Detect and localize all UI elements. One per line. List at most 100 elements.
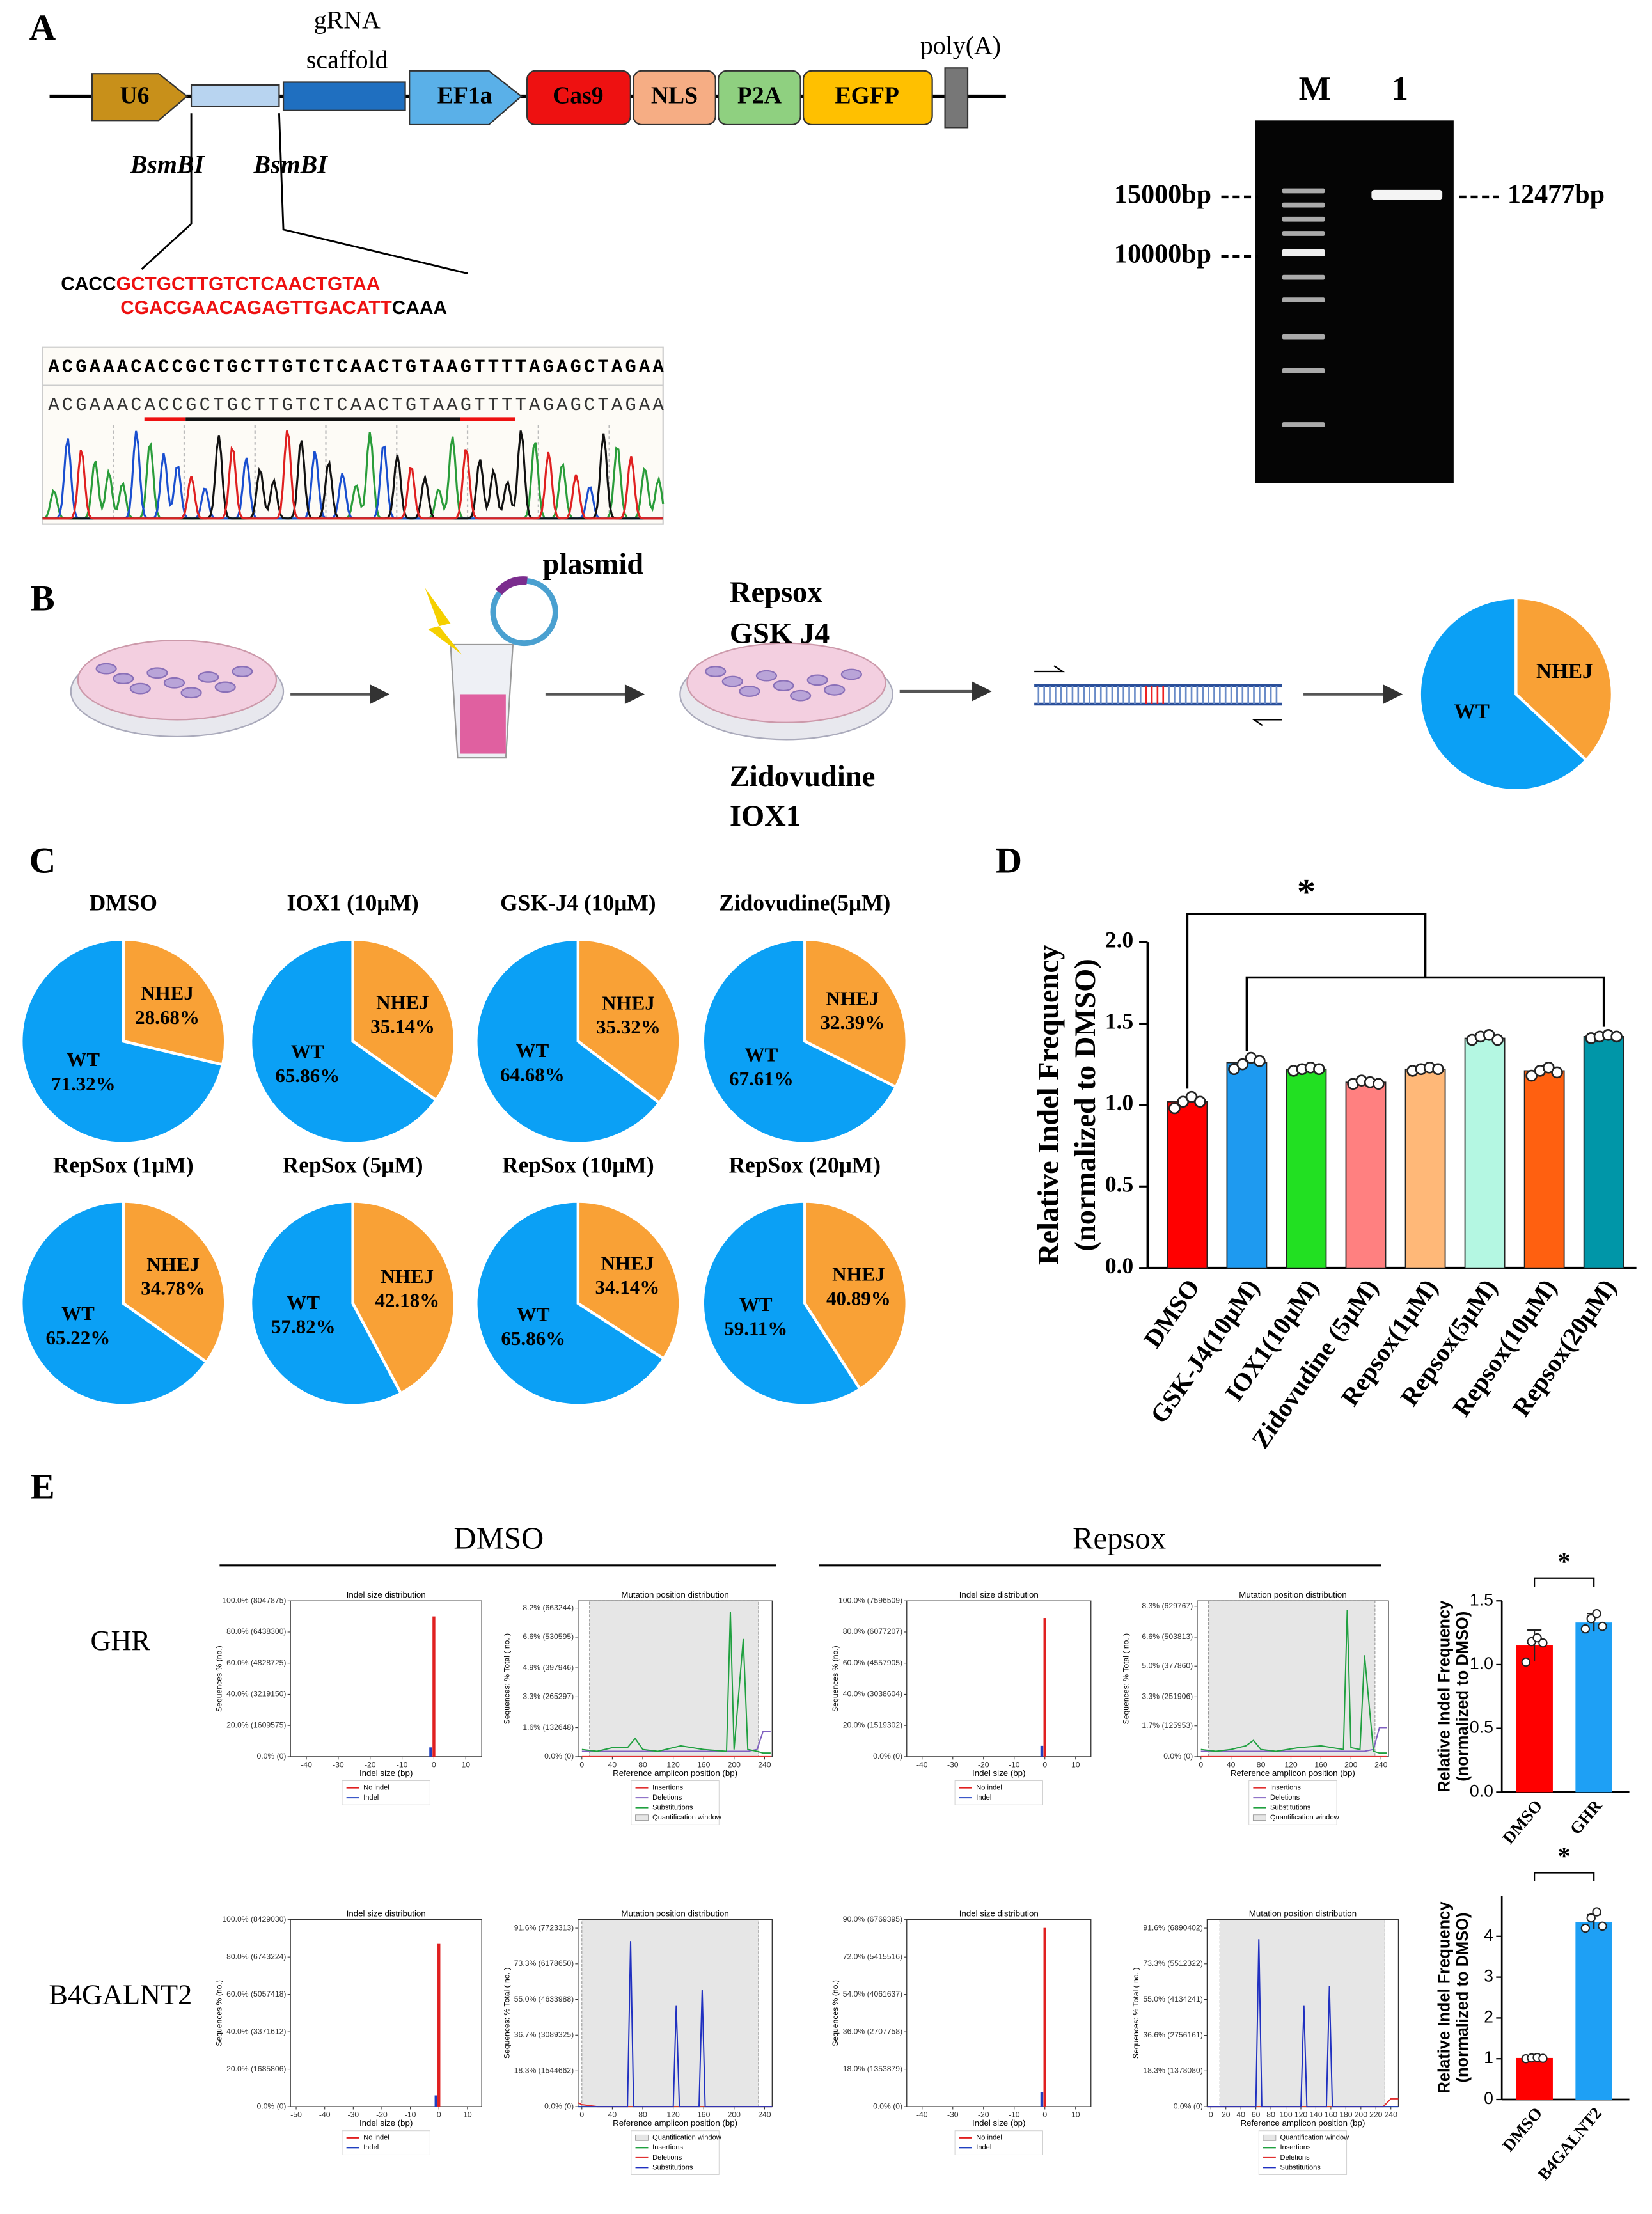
x-tick-label: 120 <box>1284 1760 1298 1769</box>
band-label: 12477bp <box>1507 180 1605 210</box>
pie-slice <box>122 938 227 1067</box>
legend-label: Insertions <box>1270 1784 1301 1792</box>
x-axis-label: Indel size (bp) <box>972 1768 1025 1778</box>
polya-box <box>944 67 969 129</box>
replicate-dot <box>1580 1624 1591 1634</box>
chromatogram-trace <box>42 432 665 520</box>
y-axis-label: Sequences: % Total ( no. ) <box>1121 1633 1130 1725</box>
y-tick-label: 0.0% (0) <box>544 2101 574 2110</box>
x-tick-label: 100 <box>1279 2110 1293 2119</box>
bar <box>1167 1101 1208 1269</box>
cell <box>129 682 151 695</box>
x-tick-label: -40 <box>916 1760 928 1769</box>
pie-value-label: 65.22% <box>46 1326 111 1349</box>
pie-category: WT <box>61 1302 95 1324</box>
quantification-window <box>1219 1919 1385 2107</box>
pie-value-label: 40.89% <box>826 1287 891 1309</box>
x-tick-label: -40 <box>319 2110 331 2119</box>
x-tick-label: 240 <box>758 2110 771 2119</box>
bar <box>1345 1081 1387 1269</box>
ladder-band <box>1282 202 1325 208</box>
pie-value-label: 64.68% <box>500 1064 565 1086</box>
marker-label: 15000bp <box>1114 180 1211 210</box>
x-tick-label: 40 <box>1227 1760 1236 1769</box>
pie-category: WT <box>745 1044 778 1066</box>
legend-label: No indel <box>363 1784 389 1792</box>
arrow-head <box>1383 684 1403 704</box>
bar <box>1583 1036 1624 1269</box>
legend-label: Substitutions <box>1270 1804 1311 1812</box>
x-tick-label: 160 <box>1314 1760 1328 1769</box>
bar <box>434 2095 437 2107</box>
y-axis-label: (normalized to DMSO) <box>1454 1913 1472 2083</box>
pie-category: WT <box>291 1040 324 1062</box>
cell <box>705 666 727 677</box>
y-tick-label: 2 <box>1484 2007 1493 2026</box>
sample-band <box>1371 189 1443 200</box>
element-label: NLS <box>651 82 698 109</box>
pie-slice <box>701 938 898 1145</box>
x-tick-label: 10 <box>1071 1760 1080 1769</box>
scaffold <box>282 81 406 111</box>
legend-swatch <box>635 1814 649 1821</box>
ef1a-arrow <box>409 70 523 126</box>
x-tick-label: 240 <box>1374 1760 1388 1769</box>
legend-box <box>342 2130 430 2155</box>
bar <box>1226 1062 1268 1269</box>
bar <box>1286 1068 1327 1269</box>
lane-label: M <box>1299 70 1331 107</box>
legend-label: No indel <box>976 2134 1002 2142</box>
element-label: U6 <box>120 82 149 109</box>
pie-slice <box>1418 596 1589 792</box>
x-axis-label: Reference amplicon position (bp) <box>1231 1768 1355 1778</box>
legend-swatch <box>635 2134 649 2141</box>
series-line <box>1200 1610 1387 1754</box>
x-tick-label: 200 <box>728 2110 741 2119</box>
cuvette-liquid <box>460 694 506 754</box>
replicate-dot <box>1580 1923 1591 1933</box>
x-tick-label: 80 <box>638 1760 647 1769</box>
y-tick-label: 1.5 <box>1105 1009 1133 1034</box>
y-tick-label: 20.0% (1519302) <box>843 1720 902 1729</box>
column-label: DMSO <box>453 1521 544 1555</box>
x-tick-label: -20 <box>978 1760 989 1769</box>
y-tick-label: 100.0% (8429030) <box>222 1915 286 1924</box>
legend-label: Indel <box>976 2144 991 2151</box>
cell <box>163 677 185 689</box>
pie-value-label: 34.14% <box>595 1276 660 1298</box>
cell <box>198 671 219 683</box>
y-tick-label: 60.0% (4557905) <box>843 1658 902 1667</box>
x-tick-label: 0 <box>579 1760 584 1769</box>
x-tick-label: 10 <box>461 1760 470 1769</box>
x-tick-label: 140 <box>1309 2110 1323 2119</box>
pie-category: NHEJ <box>141 982 194 1004</box>
replicate-dot <box>1521 1657 1531 1667</box>
x-tick-label: 0 <box>579 2110 584 2119</box>
x-tick-label: 120 <box>666 2110 680 2119</box>
pie-slice <box>1514 596 1614 762</box>
y-tick-label: 100.0% (8047875) <box>222 1596 286 1605</box>
x-tick-label: 0 <box>432 1760 436 1769</box>
y-tick-label: 54.0% (4061637) <box>843 1990 902 1998</box>
plot-frame <box>906 1600 1092 1757</box>
pie-value-label: 65.86% <box>501 1327 565 1349</box>
column-label: Repsox <box>1073 1521 1166 1555</box>
x-tick-label: 240 <box>1385 2110 1398 2119</box>
pie-title: RepSox (1μM) <box>53 1152 194 1178</box>
series-line <box>1200 1727 1387 1752</box>
bar <box>1575 1922 1612 2100</box>
quantification-window <box>581 1919 759 2107</box>
bar <box>1040 2092 1044 2107</box>
y-tick-label: 1.7% (125953) <box>1142 1721 1193 1730</box>
scaffold-label: scaffold <box>306 45 388 74</box>
significance-label: * <box>1297 872 1316 912</box>
oligo-part: CAAA <box>392 297 447 318</box>
oligo-line: CGACGAACAGAGTTGACATTCAAA <box>120 297 447 318</box>
y-tick-label: 0.0% (0) <box>1174 2101 1203 2110</box>
ladder-band <box>1282 231 1325 236</box>
y-tick-label: 40.0% (3371612) <box>226 2027 286 2036</box>
site-label: BsmBI <box>253 150 329 179</box>
x-tick-label: 0 <box>1042 1760 1047 1769</box>
pie-value-label: 35.32% <box>596 1016 661 1038</box>
significance-bracket <box>1245 976 1605 1051</box>
